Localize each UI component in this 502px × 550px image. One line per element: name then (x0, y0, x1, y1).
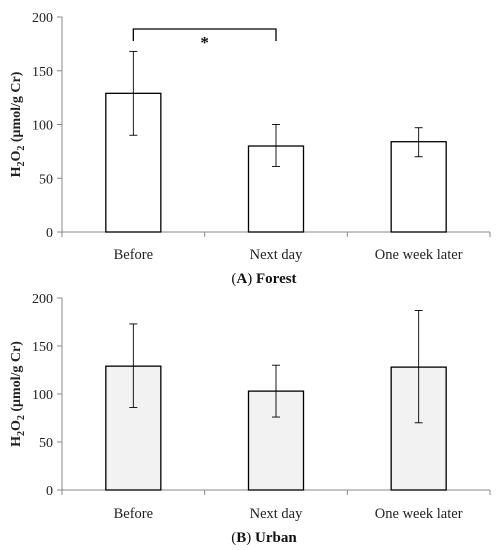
panel-b-y-tick-label: 0 (46, 484, 53, 499)
panel-a-category-label: One week later (375, 247, 463, 263)
panel-a-y-tick-label: 150 (32, 65, 53, 80)
panel-a-y-tick-label: 100 (32, 119, 53, 134)
panel-a-caption: (A) Forest (231, 271, 296, 287)
panel-b-y-tick-label: 200 (32, 292, 53, 307)
panel-b-y-tick-label: 100 (32, 388, 53, 403)
panel-a-y-tick-label: 0 (46, 226, 53, 241)
panel-a-error-bar (129, 50, 138, 136)
panel-a-y-tick-label: 200 (32, 11, 53, 26)
panel-a-error-bar (272, 124, 280, 167)
panel-a-error-bar (414, 127, 423, 158)
panel-a-significance-label: * (200, 33, 209, 52)
panel-b-error-bar (414, 310, 423, 424)
panel-b-y-tick-label: 50 (39, 436, 53, 451)
panel-a-category-label: Before (114, 247, 153, 263)
panel-a-y-tick-label: 50 (39, 172, 53, 187)
panel-b-category-label: Next day (250, 506, 303, 522)
panel-a: 0 50 100 150 200 Before Next day One week later… (9, 11, 491, 287)
panel-b: 0 50 100 150 200 Before Next day One week later… (9, 292, 491, 546)
panel-b-y-tick-label: 150 (32, 340, 53, 355)
panel-a-significance-bracket (132, 28, 277, 41)
panel-a-category-label: Next day (250, 247, 303, 263)
panel-b-error-bar (129, 323, 138, 408)
panel-b-category-label: Before (114, 506, 153, 522)
panel-b-category-label: One week later (375, 506, 463, 522)
panel-b-caption: (B) Urban (231, 530, 297, 546)
panel-b-error-bar (272, 364, 280, 418)
panel-b-y-axis-title: H2O2 (μmol/g Cr) (9, 341, 27, 447)
panel-a-y-axis-title: H2O2 (μmol/g Cr) (9, 71, 27, 177)
